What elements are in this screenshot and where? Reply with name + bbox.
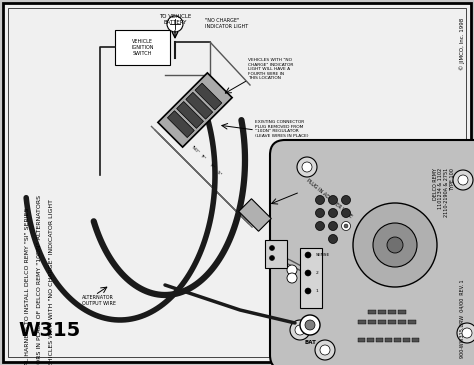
FancyBboxPatch shape (3, 3, 471, 362)
FancyBboxPatch shape (385, 338, 392, 342)
Circle shape (305, 252, 311, 258)
Circle shape (305, 320, 315, 330)
Circle shape (316, 208, 325, 218)
Circle shape (287, 273, 297, 283)
Text: "P": "P" (200, 154, 207, 162)
Circle shape (297, 157, 317, 177)
Text: UNIVERSAL HARNESS TO INSTALL DELCO REMY "SI" SERIES: UNIVERSAL HARNESS TO INSTALL DELCO REMY … (26, 207, 30, 365)
FancyBboxPatch shape (300, 248, 322, 308)
FancyBboxPatch shape (412, 338, 419, 342)
Text: EXISTING CONNECTOR
PLUG REMOVED FROM
"10DN" REGULATOR
(LEAVE WIRES IN PLACE): EXISTING CONNECTOR PLUG REMOVED FROM "10… (255, 120, 309, 138)
Circle shape (353, 203, 437, 287)
Polygon shape (195, 83, 222, 110)
Polygon shape (167, 111, 194, 138)
FancyBboxPatch shape (394, 338, 401, 342)
Polygon shape (158, 73, 232, 147)
Text: 900-WW315.DRW  04/00  REV. 1: 900-WW315.DRW 04/00 REV. 1 (460, 279, 465, 358)
Text: "S": "S" (215, 170, 223, 178)
Text: TO VEHICLE
BATTERY: TO VEHICLE BATTERY (159, 14, 191, 25)
Circle shape (373, 223, 417, 267)
Circle shape (270, 255, 274, 261)
Circle shape (453, 170, 473, 190)
Text: VEHICLE
IGNITION
SWITCH: VEHICLE IGNITION SWITCH (131, 39, 154, 56)
FancyBboxPatch shape (376, 338, 383, 342)
FancyBboxPatch shape (403, 338, 410, 342)
FancyBboxPatch shape (388, 320, 396, 324)
FancyBboxPatch shape (398, 320, 406, 324)
Text: VEHICLES WITH "NO
CHARGE" INDICATOR
LIGHT WILL HAVE A
FOURTH WIRE IN
THIS LOCATI: VEHICLES WITH "NO CHARGE" INDICATOR LIGH… (248, 58, 293, 80)
Circle shape (167, 16, 183, 32)
Text: "NO CHARGE"
INDICATOR LIGHT: "NO CHARGE" INDICATOR LIGHT (205, 18, 248, 29)
Polygon shape (177, 101, 203, 128)
FancyBboxPatch shape (115, 30, 170, 65)
Circle shape (387, 237, 403, 253)
FancyBboxPatch shape (270, 140, 474, 365)
Text: W315: W315 (18, 321, 80, 340)
Text: 1: 1 (316, 289, 319, 293)
FancyBboxPatch shape (398, 310, 406, 314)
Circle shape (295, 325, 305, 335)
Circle shape (462, 328, 472, 338)
FancyBboxPatch shape (358, 338, 365, 342)
FancyBboxPatch shape (367, 338, 374, 342)
Text: © JIMCO, Inc. 1998: © JIMCO, Inc. 1998 (459, 18, 465, 70)
FancyBboxPatch shape (378, 310, 386, 314)
Text: DELCO REMY
1101234 & 1102
2110-2190A & 2751
TYPE 100: DELCO REMY 1101234 & 1102 2110-2190A & 2… (433, 168, 455, 217)
Circle shape (287, 265, 297, 275)
Circle shape (270, 246, 274, 250)
Circle shape (328, 196, 337, 204)
Text: ON VEHICLES WITH WITH "NO CHARGE" INDICATOR LIGHT: ON VEHICLES WITH WITH "NO CHARGE" INDICA… (49, 199, 55, 365)
FancyBboxPatch shape (358, 320, 366, 324)
Circle shape (290, 320, 310, 340)
FancyBboxPatch shape (368, 310, 376, 314)
Circle shape (328, 222, 337, 231)
Text: PLUG IN ADAPTER WIRE: PLUG IN ADAPTER WIRE (305, 178, 353, 219)
Circle shape (302, 162, 312, 172)
Circle shape (300, 315, 320, 335)
Circle shape (315, 340, 335, 360)
FancyBboxPatch shape (378, 320, 386, 324)
FancyBboxPatch shape (368, 320, 376, 324)
Circle shape (328, 208, 337, 218)
Text: ALTERNATORS IN PLACE OF DELCO REMY "10DN" ALTERNATORS: ALTERNATORS IN PLACE OF DELCO REMY "10DN… (37, 195, 43, 365)
Text: ALTERNATOR
OUTPUT WIRE: ALTERNATOR OUTPUT WIRE (82, 295, 116, 306)
Circle shape (316, 196, 325, 204)
Circle shape (341, 208, 350, 218)
FancyBboxPatch shape (265, 240, 287, 268)
Polygon shape (239, 199, 271, 231)
Circle shape (457, 323, 474, 343)
Text: "F": "F" (208, 162, 215, 170)
Circle shape (316, 222, 325, 231)
Circle shape (344, 224, 348, 228)
Circle shape (458, 175, 468, 185)
Circle shape (305, 288, 311, 294)
Circle shape (341, 222, 350, 231)
Circle shape (341, 196, 350, 204)
FancyBboxPatch shape (388, 310, 396, 314)
Polygon shape (186, 92, 213, 119)
Text: "NO": "NO" (190, 145, 200, 155)
Circle shape (305, 270, 311, 276)
Text: 2: 2 (316, 271, 319, 275)
Text: SENSE: SENSE (316, 253, 330, 257)
FancyBboxPatch shape (408, 320, 416, 324)
Circle shape (328, 234, 337, 243)
Circle shape (320, 345, 330, 355)
Text: BAT: BAT (304, 340, 316, 345)
